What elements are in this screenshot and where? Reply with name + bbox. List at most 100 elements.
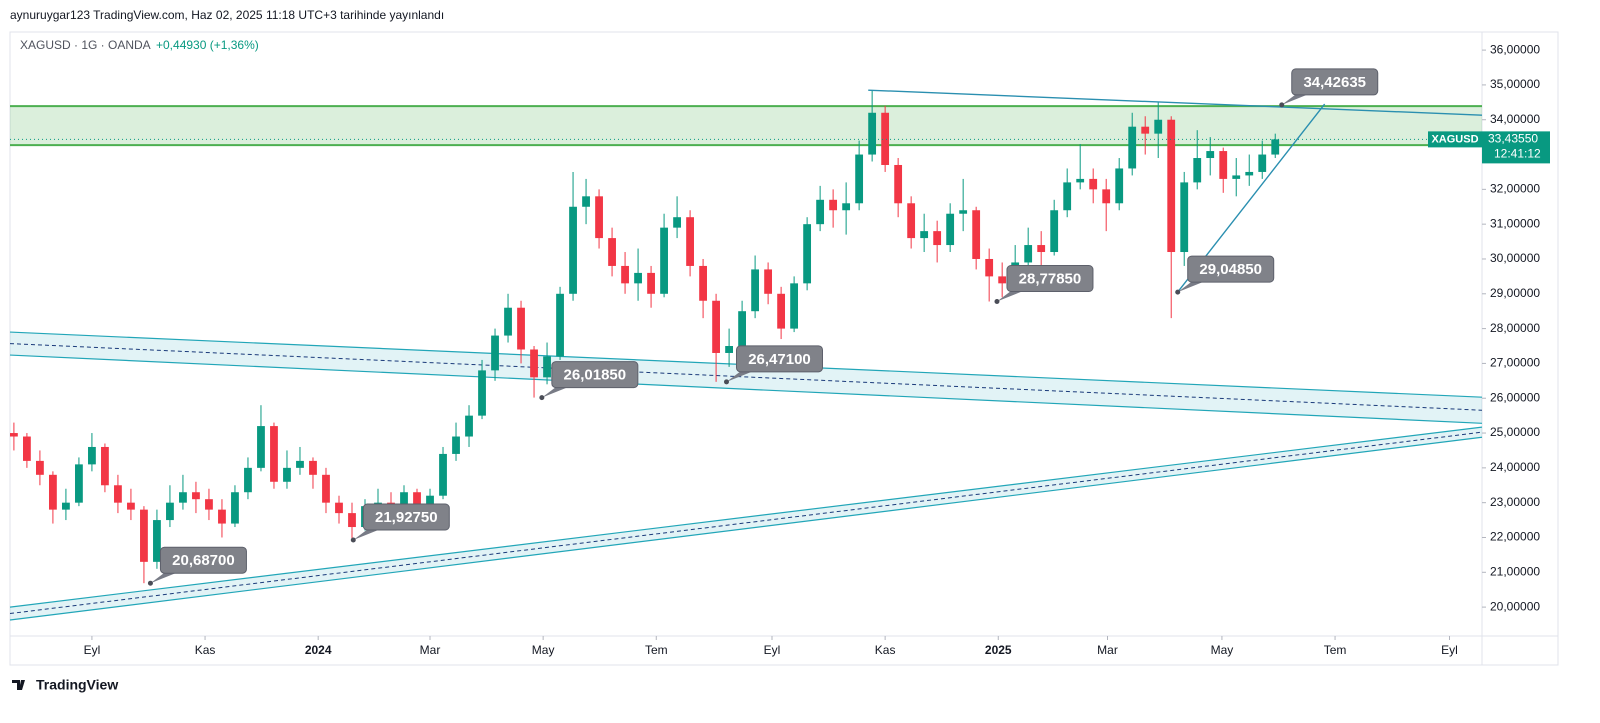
candle-body — [1063, 182, 1072, 211]
callout-box — [1006, 265, 1094, 293]
candle-body — [517, 307, 525, 350]
candle-body — [1167, 119, 1176, 253]
channel-mid — [9, 431, 1483, 615]
channel-fill — [10, 332, 1482, 424]
candle-body — [1219, 151, 1228, 179]
candle-body — [933, 231, 942, 246]
x-tick-label: Eyl — [1441, 643, 1458, 657]
channel-fill — [10, 427, 1482, 620]
candle-body — [647, 272, 655, 294]
candle-body — [231, 492, 239, 524]
candle-body — [270, 426, 278, 482]
candle-body — [1258, 154, 1267, 172]
candle-body — [88, 446, 96, 465]
change: +0,44930 (+1,36%) — [156, 38, 259, 52]
candle-body — [738, 311, 746, 347]
candle-body — [712, 300, 720, 353]
candle-body — [582, 196, 590, 207]
x-tick-label: Mar — [1097, 643, 1118, 657]
x-tick-label: Eyl — [764, 643, 781, 657]
candle-body — [166, 502, 174, 521]
callout-anchor — [994, 299, 1000, 305]
candle-body — [751, 269, 760, 312]
candle-body — [322, 474, 330, 503]
callout-box — [1187, 255, 1275, 283]
candle-body — [881, 112, 890, 165]
candle-body — [1050, 210, 1059, 253]
zone-fill — [10, 106, 1482, 146]
candle-body — [1037, 245, 1046, 253]
y-tick-label: 29,00000 — [1490, 286, 1540, 300]
channel-bottom — [9, 354, 1483, 424]
callout-anchor — [1279, 102, 1285, 108]
channel-mid — [9, 343, 1483, 411]
candle-body — [1232, 175, 1241, 179]
candle-body — [153, 520, 161, 562]
y-tick-label: 21,00000 — [1490, 564, 1540, 578]
candle-body — [985, 258, 994, 277]
candle-body — [660, 227, 668, 294]
candle-body — [452, 436, 460, 454]
candle-body — [335, 502, 343, 514]
candle-body — [556, 293, 564, 357]
candle-body — [998, 276, 1007, 284]
callout-label: 28,77850 — [1019, 270, 1082, 287]
candle-body — [634, 272, 642, 284]
candle-body — [608, 238, 616, 266]
trendline — [868, 89, 1483, 116]
channel-top — [9, 426, 1483, 608]
candle-body — [23, 436, 31, 461]
y-tick-label: 30,00000 — [1490, 251, 1540, 265]
countdown-label: 12:41:12 — [1494, 147, 1541, 161]
price-tag — [1482, 131, 1550, 164]
callout-pointer — [353, 528, 384, 541]
channel-bottom — [9, 436, 1483, 621]
candle-body — [1245, 171, 1254, 176]
y-tick-label: 31,00000 — [1490, 216, 1540, 230]
candle-body — [127, 502, 135, 510]
callout-anchor — [539, 395, 545, 401]
candle-body — [283, 467, 291, 482]
candle-body — [179, 492, 187, 503]
callout-pointer — [1177, 280, 1208, 293]
callout-box — [735, 345, 823, 373]
x-tick-label: Tem — [1324, 643, 1347, 657]
candle-body — [1024, 245, 1033, 263]
candle-body — [1193, 158, 1202, 183]
candle-body — [1154, 119, 1163, 134]
x-tick-label: Kas — [875, 643, 896, 657]
candle-body — [413, 492, 421, 507]
candle-body — [36, 460, 44, 475]
candle-body — [10, 433, 18, 437]
candle-body — [790, 283, 799, 329]
candle-body — [803, 224, 812, 284]
candle-body — [296, 460, 304, 468]
candle-body — [491, 335, 499, 371]
candle-body — [725, 346, 733, 353]
candle-body — [1271, 139, 1280, 155]
callout-pointer — [541, 385, 572, 398]
y-tick-label: 22,00000 — [1490, 530, 1540, 544]
y-tick-label: 20,00000 — [1490, 599, 1540, 613]
x-tick-label: Mar — [420, 643, 441, 657]
published-note: aynuruygar123 TradingView.com, Haz 02, 2… — [10, 8, 444, 22]
callout-label: 21,92750 — [375, 509, 438, 526]
candle-body — [218, 509, 226, 524]
logo — [12, 680, 25, 690]
y-tick-label: 28,00000 — [1490, 321, 1540, 335]
x-tick-label: 2024 — [305, 643, 332, 657]
callout-label: 26,01850 — [564, 367, 627, 384]
x-tick-label: May — [532, 643, 555, 657]
candle-body — [1089, 178, 1098, 190]
y-tick-label: 36,00000 — [1490, 42, 1540, 56]
candle-body — [478, 370, 486, 416]
symbol-tag — [1428, 131, 1482, 148]
callout-label: 34,42635 — [1303, 74, 1366, 91]
x-tick-label: May — [1211, 643, 1234, 657]
candle-body — [75, 464, 83, 503]
candle-body — [894, 164, 903, 204]
candle-body — [686, 217, 694, 266]
callout-box — [1291, 68, 1379, 96]
callout-anchor — [1175, 289, 1181, 295]
candle-body — [62, 502, 70, 510]
